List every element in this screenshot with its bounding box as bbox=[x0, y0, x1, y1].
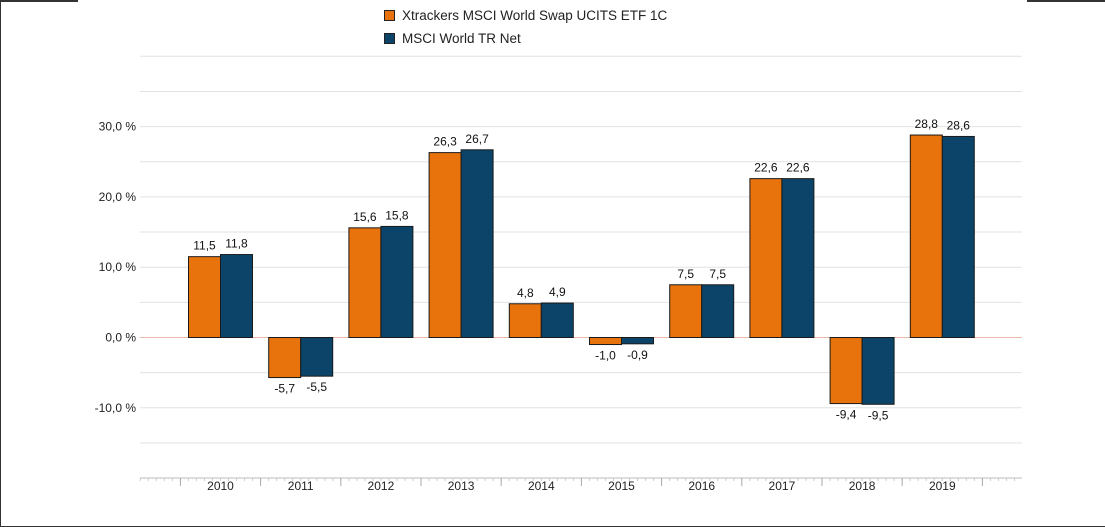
legend: Xtrackers MSCI World Swap UCITS ETF 1C M… bbox=[384, 4, 667, 50]
bar-series-2 bbox=[701, 284, 735, 338]
bar-series-1 bbox=[268, 337, 302, 379]
data-label-series-1: 28,8 bbox=[915, 117, 939, 131]
bar-series-1 bbox=[508, 303, 542, 339]
data-label-series-2: 4,9 bbox=[549, 285, 566, 299]
data-label-series-1: -1,0 bbox=[595, 349, 616, 363]
bar-series-2 bbox=[621, 337, 654, 345]
bar-series-2 bbox=[220, 254, 253, 339]
y-tick-label: 0,0 % bbox=[105, 331, 136, 345]
data-label-series-1: -9,4 bbox=[836, 408, 857, 422]
legend-item-series-1: Xtrackers MSCI World Swap UCITS ETF 1C bbox=[384, 4, 667, 27]
bar-series-2 bbox=[861, 337, 895, 405]
data-label-series-2: -0,9 bbox=[627, 348, 648, 362]
bar-series-1 bbox=[909, 134, 943, 338]
legend-item-series-2: MSCI World TR Net bbox=[384, 27, 667, 50]
y-tick-label: 20,0 % bbox=[99, 190, 137, 204]
data-label-series-2: 15,8 bbox=[385, 208, 409, 222]
bar-series-1 bbox=[749, 178, 783, 338]
data-label-series-2: 7,5 bbox=[709, 267, 726, 281]
x-tick-label: 2016 bbox=[688, 479, 715, 493]
y-tick-label: 10,0 % bbox=[99, 260, 137, 274]
y-tick-label: -10,0 % bbox=[95, 401, 137, 415]
x-tick-label: 2011 bbox=[288, 479, 314, 493]
x-tick-label: 2013 bbox=[448, 479, 475, 493]
legend-label-series-1: Xtrackers MSCI World Swap UCITS ETF 1C bbox=[402, 8, 668, 23]
data-label-series-2: -5,5 bbox=[306, 380, 327, 394]
y-tick-label: 30,0 % bbox=[99, 120, 137, 134]
x-tick-label: 2010 bbox=[207, 479, 234, 493]
bar-series-1 bbox=[348, 227, 382, 338]
data-label-series-1: -5,7 bbox=[274, 382, 295, 396]
bar-series-1 bbox=[188, 256, 221, 338]
data-label-series-2: 11,8 bbox=[225, 237, 248, 251]
bar-series-2 bbox=[380, 225, 414, 338]
data-label-series-2: -9,5 bbox=[868, 408, 889, 422]
data-label-series-2: 28,6 bbox=[947, 118, 971, 132]
bar-series-1 bbox=[669, 284, 703, 338]
bar-series-1 bbox=[829, 337, 863, 405]
data-label-series-1: 26,3 bbox=[433, 135, 457, 149]
data-label-series-2: 26,7 bbox=[465, 132, 489, 146]
x-tick-label: 2019 bbox=[929, 479, 956, 493]
frame-top-rule-right bbox=[1027, 0, 1105, 2]
bar-series-2 bbox=[941, 135, 975, 338]
x-tick-label: 2012 bbox=[368, 479, 395, 493]
x-tick-label: 2017 bbox=[769, 479, 796, 493]
legend-swatch-series-1 bbox=[384, 10, 395, 21]
data-label-series-1: 22,6 bbox=[754, 161, 778, 175]
x-tick-label: 2015 bbox=[608, 479, 635, 493]
x-tick-label: 2014 bbox=[528, 479, 555, 493]
bar-series-1 bbox=[428, 152, 462, 338]
legend-swatch-series-2 bbox=[384, 33, 395, 44]
x-tick-label: 2018 bbox=[849, 479, 876, 493]
data-label-series-1: 11,5 bbox=[193, 239, 216, 253]
frame-top-rule-left bbox=[0, 0, 78, 2]
bar-series-2 bbox=[540, 302, 574, 339]
data-label-series-1: 7,5 bbox=[677, 267, 694, 281]
bar-series-1 bbox=[589, 337, 622, 346]
legend-label-series-2: MSCI World TR Net bbox=[402, 31, 521, 46]
data-label-series-2: 22,6 bbox=[786, 161, 810, 175]
data-label-series-1: 15,6 bbox=[353, 210, 377, 224]
data-label-series-1: 4,8 bbox=[517, 286, 534, 300]
bar-series-2 bbox=[300, 337, 334, 377]
bar-series-2 bbox=[781, 178, 815, 338]
bar-series-2 bbox=[460, 149, 494, 338]
